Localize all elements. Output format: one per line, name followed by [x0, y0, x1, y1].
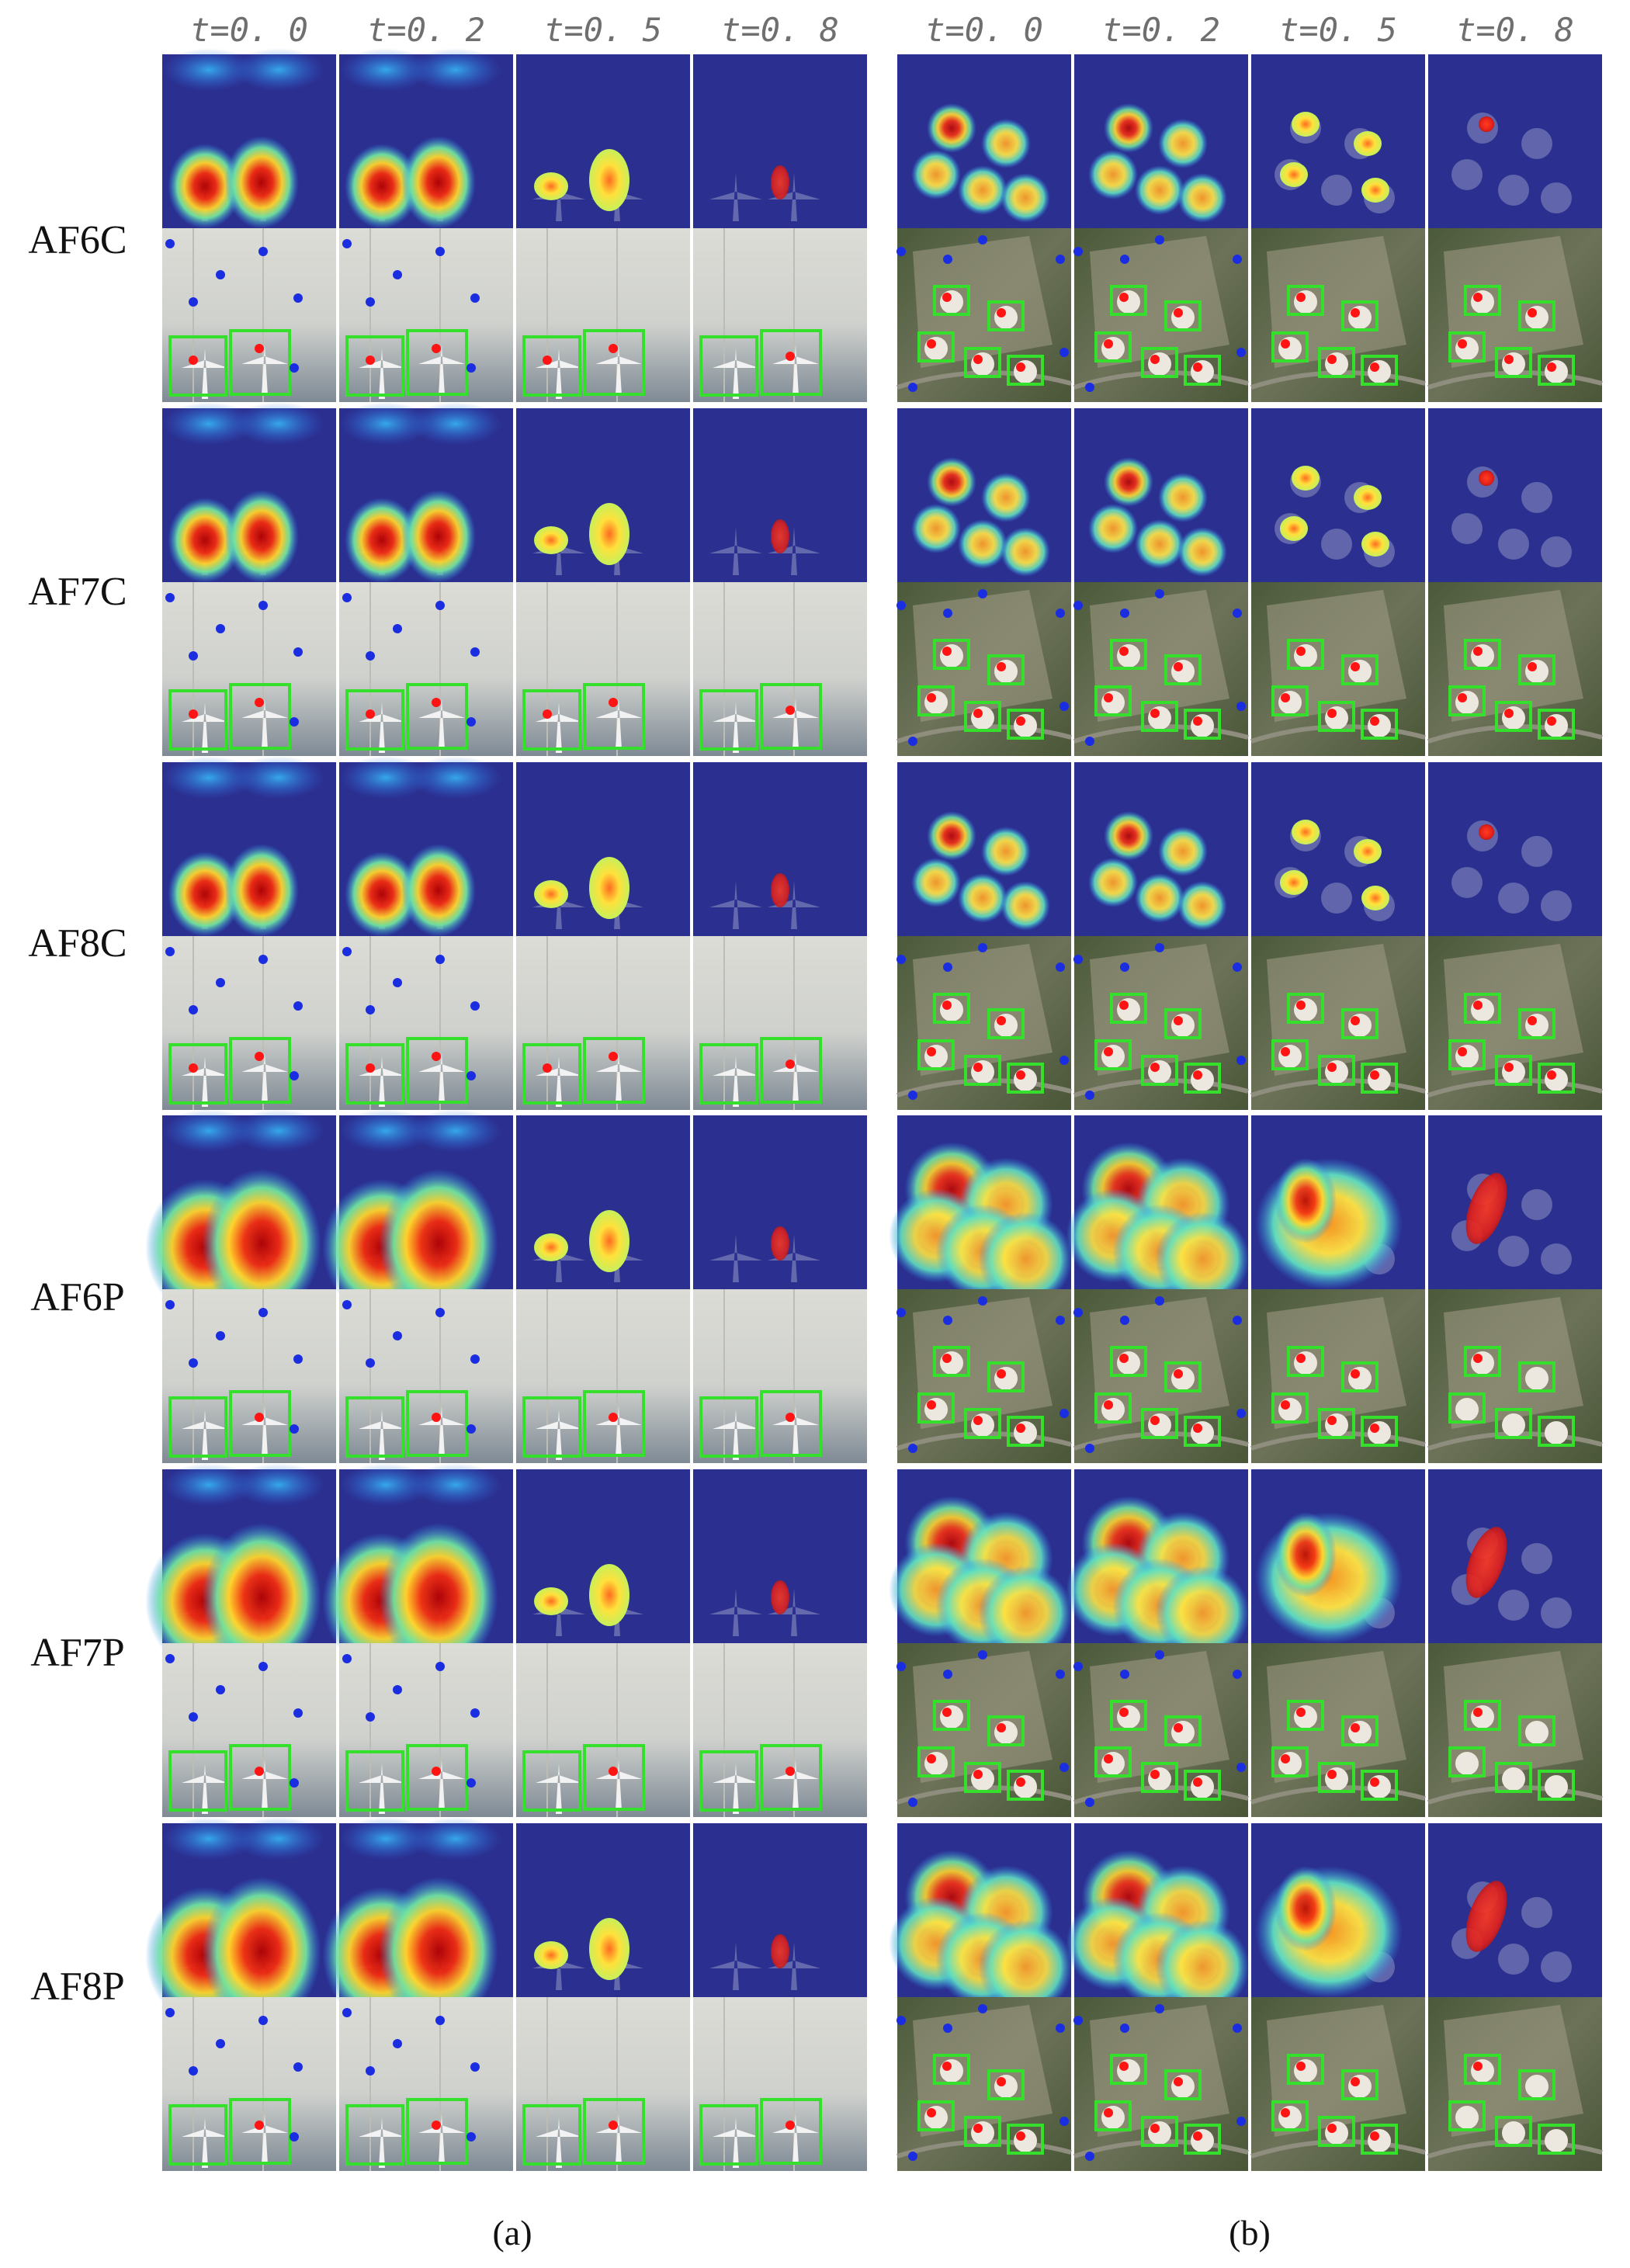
panel-b-r2-c2 [1250, 762, 1426, 1110]
panel-a-r4-c3 [693, 1469, 867, 1817]
panel-a-r0-c1 [339, 48, 513, 402]
panel-a-r2-c0 [162, 756, 336, 1110]
timestep-label-b-0: t=0. 0 [925, 11, 1043, 49]
panel-a-r5-c2 [516, 1823, 690, 2171]
timestep-label-b-1: t=0. 2 [1102, 11, 1220, 49]
row-label-af7p: AF7P [30, 1631, 125, 1675]
panel-a-r2-c2 [516, 762, 690, 1110]
panel-a-r4-c0 [145, 1463, 336, 1817]
panel-b-r1-c2 [1250, 408, 1426, 756]
panel-b-r5-c0 [889, 1823, 1073, 2171]
panel-b-r5-c3 [1427, 1823, 1603, 2171]
panel-b-r1-c3 [1427, 408, 1603, 756]
panel-a-r1-c3 [693, 408, 867, 756]
panel-b-r5-c1 [1066, 1823, 1250, 2171]
panel-a-r3-c3 [693, 1115, 867, 1463]
panel-a-r1-c0 [162, 402, 336, 756]
panel-b-r0-c1 [1073, 54, 1249, 402]
panel-b-r3-c3 [1427, 1115, 1603, 1463]
row-label-af6p: AF6P [30, 1275, 125, 1320]
timestep-label-a-2: t=0. 5 [544, 11, 662, 49]
panel-a-r3-c1 [322, 1109, 513, 1463]
panel-a-r5-c0 [145, 1817, 336, 2171]
panel-b-r0-c2 [1250, 54, 1426, 402]
panel-a-r4-c2 [516, 1469, 690, 1817]
panel-b-r4-c3 [1427, 1469, 1603, 1817]
panel-b-r1-c0 [896, 408, 1072, 756]
timestep-label-b-2: t=0. 5 [1279, 11, 1397, 49]
row-label-af8c: AF8C [28, 921, 127, 966]
panel-a-r2-c1 [339, 756, 513, 1110]
panel-a-r4-c1 [322, 1463, 513, 1817]
panel-b-r3-c1 [1066, 1115, 1250, 1463]
panel-a-r0-c2 [516, 54, 690, 402]
panel-b-r4-c0 [889, 1469, 1073, 1817]
panel-a-r1-c1 [339, 402, 513, 756]
panel-b-r3-c2 [1250, 1115, 1426, 1463]
panel-a-r3-c2 [516, 1115, 690, 1463]
panel-b-r2-c3 [1427, 762, 1603, 1110]
panel-b-r4-c1 [1066, 1469, 1250, 1817]
panel-b-r3-c0 [889, 1115, 1073, 1463]
timestep-label-a-0: t=0. 0 [190, 11, 308, 49]
timestep-label-b-3: t=0. 8 [1456, 11, 1574, 49]
panel-a-r3-c0 [145, 1109, 336, 1463]
row-label-af7c: AF7C [28, 570, 127, 614]
panel-a-r5-c3 [693, 1823, 867, 2171]
panel-b-r2-c1 [1073, 762, 1249, 1110]
panel-a-r5-c1 [322, 1817, 513, 2171]
timestep-label-a-1: t=0. 2 [367, 11, 485, 49]
row-label-af6c: AF6C [28, 218, 127, 262]
timestep-label-a-3: t=0. 8 [721, 11, 839, 49]
row-label-af8p: AF8P [30, 1965, 125, 2009]
caption-b: (b) [1229, 2213, 1271, 2252]
panel-b-r0-c0 [896, 54, 1072, 402]
caption-a: (a) [492, 2213, 532, 2252]
panel-b-r2-c0 [896, 762, 1072, 1110]
panel-b-r1-c1 [1073, 408, 1249, 756]
panel-b-r5-c2 [1250, 1823, 1426, 2171]
panel-a-r2-c3 [693, 762, 867, 1110]
panel-b-r4-c2 [1250, 1469, 1426, 1817]
panel-a-r0-c0 [162, 48, 336, 402]
panel-a-r0-c3 [693, 54, 867, 402]
panel-b-r0-c3 [1427, 54, 1603, 402]
panel-a-r1-c2 [516, 408, 690, 756]
